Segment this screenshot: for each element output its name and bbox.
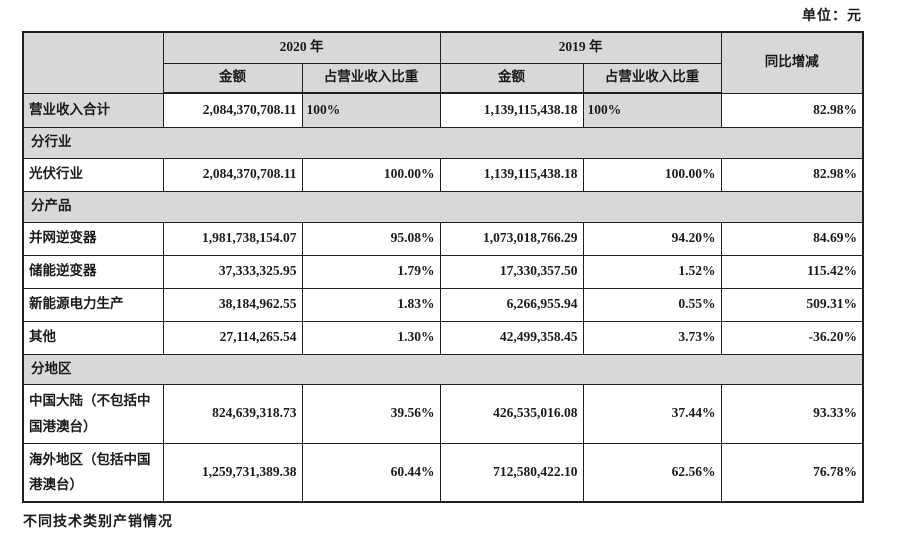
row-label: 其他 bbox=[22, 320, 164, 355]
unit-label: 单位：元 bbox=[802, 9, 862, 24]
pct-2019: 94.20% bbox=[582, 221, 722, 256]
table-row-total-revenue: 营业收入合计 2,084,370,708.11 100% 1,139,115,4… bbox=[22, 92, 864, 128]
yoy-value: 82.98% bbox=[720, 92, 864, 128]
amount-2020: 824,639,318.73 bbox=[162, 383, 303, 444]
yoy-value: 84.69% bbox=[720, 221, 864, 256]
pct-2020: 60.44% bbox=[301, 442, 441, 503]
pct-2019: 37.44% bbox=[582, 383, 722, 444]
section-label: 分地区 bbox=[22, 353, 864, 385]
amount-2019: 6,266,955.94 bbox=[439, 287, 584, 322]
section-row-by-region: 分地区 bbox=[22, 353, 864, 385]
table-row-others: 其他 27,114,265.54 1.30% 42,499,358.45 3.7… bbox=[22, 320, 864, 355]
amount-2019: 1,073,018,766.29 bbox=[439, 221, 584, 256]
amount-2019: 426,535,016.08 bbox=[439, 383, 584, 444]
yoy-value: 82.98% bbox=[720, 157, 864, 192]
table-row-new-energy-power: 新能源电力生产 38,184,962.55 1.83% 6,266,955.94… bbox=[22, 287, 864, 322]
revenue-breakdown-table: 2020 年 2019 年 同比增减 金额 占营业收入比重 金额 占营业收入比重… bbox=[22, 31, 864, 503]
row-label: 并网逆变器 bbox=[22, 221, 164, 256]
amount-2020: 38,184,962.55 bbox=[162, 287, 303, 322]
amount-2020: 2,084,370,708.11 bbox=[162, 157, 303, 192]
row-label: 新能源电力生产 bbox=[22, 287, 164, 322]
table-row-storage-inverter: 储能逆变器 37,333,325.95 1.79% 17,330,357.50 … bbox=[22, 254, 864, 289]
amount-2019: 1,139,115,438.18 bbox=[439, 92, 584, 128]
header-2020: 2020 年 bbox=[162, 31, 441, 64]
pct-2020: 1.83% bbox=[301, 287, 441, 322]
yoy-value: 115.42% bbox=[720, 254, 864, 289]
row-label: 海外地区（包括中国港澳台） bbox=[22, 442, 164, 503]
amount-2020: 1,259,731,389.38 bbox=[162, 442, 303, 503]
pct-2019: 100.00% bbox=[582, 157, 722, 192]
row-label: 中国大陆（不包括中国港澳台） bbox=[22, 383, 164, 444]
pct-2020: 39.56% bbox=[301, 383, 441, 444]
pct-2019: 1.52% bbox=[582, 254, 722, 289]
yoy-value: 76.78% bbox=[720, 442, 864, 503]
section-row-by-product: 分产品 bbox=[22, 190, 864, 223]
table-row-overseas: 海外地区（包括中国港澳台） 1,259,731,389.38 60.44% 71… bbox=[22, 442, 864, 503]
header-amount-2019: 金额 bbox=[439, 62, 584, 94]
amount-2020: 37,333,325.95 bbox=[162, 254, 303, 289]
amount-2019: 1,139,115,438.18 bbox=[439, 157, 584, 192]
header-proportion-2019: 占营业收入比重 bbox=[582, 62, 722, 94]
pct-2020: 1.79% bbox=[301, 254, 441, 289]
footer-caption: 不同技术类别产销情况 bbox=[23, 515, 173, 530]
amount-2020: 27,114,265.54 bbox=[162, 320, 303, 355]
header-blank-cell bbox=[22, 31, 164, 94]
header-yoy: 同比增减 bbox=[720, 31, 864, 94]
amount-2019: 712,580,422.10 bbox=[439, 442, 584, 503]
row-label: 储能逆变器 bbox=[22, 254, 164, 289]
pct-2020: 100.00% bbox=[301, 157, 441, 192]
header-row-years: 2020 年 2019 年 同比增减 bbox=[22, 31, 864, 94]
header-2019: 2019 年 bbox=[439, 31, 722, 64]
amount-2019: 42,499,358.45 bbox=[439, 320, 584, 355]
pct-2020: 95.08% bbox=[301, 221, 441, 256]
header-amount-2020: 金额 bbox=[162, 62, 303, 94]
pct-2020: 100% bbox=[301, 92, 441, 128]
row-label: 营业收入合计 bbox=[22, 92, 164, 128]
row-label: 光伏行业 bbox=[22, 157, 164, 192]
amount-2019: 17,330,357.50 bbox=[439, 254, 584, 289]
pct-2019: 0.55% bbox=[582, 287, 722, 322]
table-row-grid-inverter: 并网逆变器 1,981,738,154.07 95.08% 1,073,018,… bbox=[22, 221, 864, 256]
pct-2020: 1.30% bbox=[301, 320, 441, 355]
amount-2020: 2,084,370,708.11 bbox=[162, 92, 303, 128]
section-label: 分产品 bbox=[22, 190, 864, 223]
amount-2020: 1,981,738,154.07 bbox=[162, 221, 303, 256]
table-row-mainland-china: 中国大陆（不包括中国港澳台） 824,639,318.73 39.56% 426… bbox=[22, 383, 864, 444]
pct-2019: 62.56% bbox=[582, 442, 722, 503]
yoy-value: 93.33% bbox=[720, 383, 864, 444]
header-proportion-2020: 占营业收入比重 bbox=[301, 62, 441, 94]
section-row-by-industry: 分行业 bbox=[22, 126, 864, 159]
yoy-value: -36.20% bbox=[720, 320, 864, 355]
section-label: 分行业 bbox=[22, 126, 864, 159]
table-row-pv-industry: 光伏行业 2,084,370,708.11 100.00% 1,139,115,… bbox=[22, 157, 864, 192]
header-row-measures: 金额 占营业收入比重 金额 占营业收入比重 bbox=[23, 62, 863, 94]
pct-2019: 100% bbox=[582, 92, 722, 128]
pct-2019: 3.73% bbox=[582, 320, 722, 355]
yoy-value: 509.31% bbox=[720, 287, 864, 322]
